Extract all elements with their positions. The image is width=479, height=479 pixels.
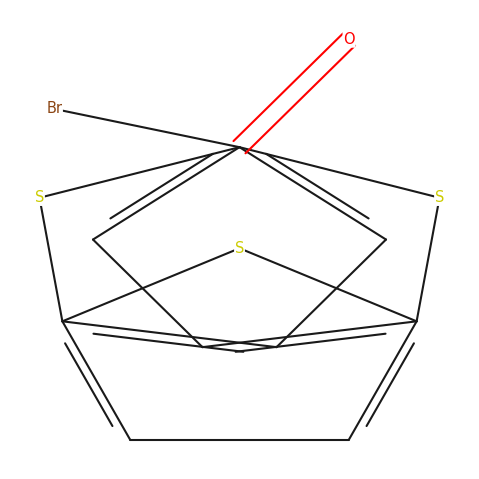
Text: O: O: [343, 32, 355, 47]
Text: S: S: [235, 241, 244, 256]
Text: Br: Br: [46, 102, 62, 116]
Text: S: S: [435, 190, 444, 205]
Text: S: S: [35, 190, 44, 205]
